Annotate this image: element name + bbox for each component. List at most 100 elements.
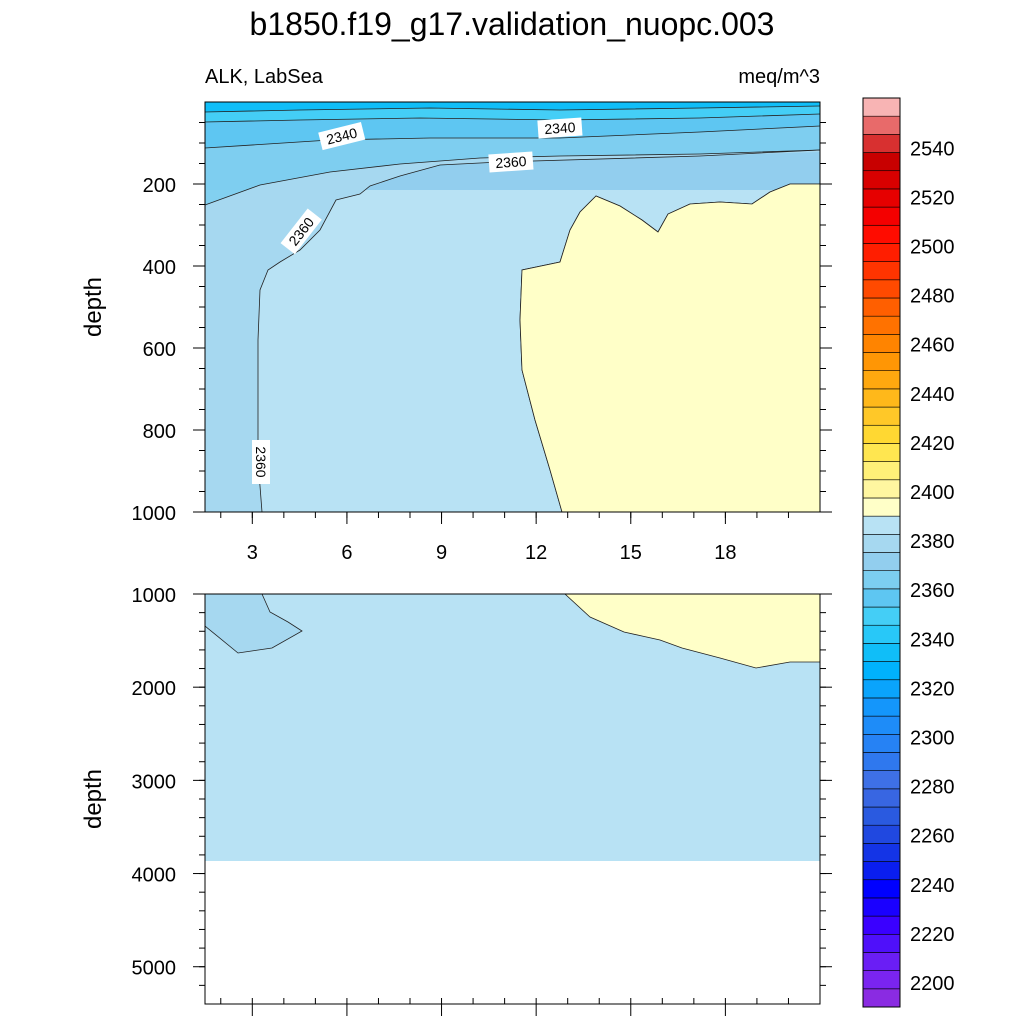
fill-band-2310 [205,102,820,112]
colorbar-swatch [862,970,901,990]
colorbar-swatch [862,315,901,335]
colorbar-tick-label: 2440 [910,384,955,406]
colorbar-tick-label: 2540 [910,138,955,160]
contour-label-4: 2360 [280,208,322,255]
colorbar-tick-label: 2360 [910,580,955,602]
colorbar-swatch [862,715,901,735]
bottom-y-tick-label: 1000 [132,585,177,607]
colorbar-tick-label: 2280 [910,777,955,799]
fill-band-2370 [519,183,821,513]
colorbar-swatch [862,534,901,553]
colorbar-swatch [862,570,901,590]
colorbar-tick-label: 2320 [910,678,955,700]
bottom-y-tick-label: 2000 [132,678,177,700]
colorbar-tick-label: 2500 [910,237,955,259]
colorbar-swatch [862,497,901,517]
top-y-tick-label: 1000 [132,503,177,525]
contour-lines-top [204,105,821,513]
colorbar-tick-label: 2420 [910,433,955,455]
colorbar-swatch [862,897,901,917]
bottom-y-tick-label: 5000 [132,958,177,980]
colorbar-swatch [862,388,901,408]
colorbar-swatch [862,679,901,699]
colorbar-swatch [862,915,901,935]
colorbar-swatch [862,206,901,226]
contour-labels-top: 2340 2340 2360 2360 2360 [252,117,583,484]
colorbar-swatch [862,933,901,953]
colorbar-tick-label: 2220 [910,924,955,946]
colorbar-swatch [862,624,901,644]
svg-text:2360: 2360 [253,446,269,477]
colorbar-tick-label: 2520 [910,187,955,209]
colorbar-tick-label: 2400 [910,482,955,504]
colorbar: 2200 2220 2240 2260 2280 2300 2320 2340 2360 2380… [862,97,955,1008]
colorbar-swatch [862,643,901,662]
colorbar-swatch [862,406,901,426]
colorbar-swatch [862,115,901,135]
top-y-tick-label: 400 [143,257,176,279]
colorbar-swatch [862,879,901,899]
chart-subtitle-left: ALK, LabSea [205,66,324,88]
colorbar-swatch [862,843,901,862]
top-x-tick-label: 12 [525,542,547,564]
svg-text:2360: 2360 [495,153,527,171]
colorbar-swatch [862,243,901,262]
bottom-y-tick-label: 3000 [132,771,177,793]
contour-label-3: 2360 [488,151,534,173]
colorbar-swatch [862,697,901,717]
top-y-tick-label: 800 [143,421,176,443]
colorbar-swatch [862,97,901,117]
colorbar-tick-label: 2240 [910,875,955,897]
bottom-y-tick-label: 4000 [132,865,177,887]
colorbar-tick-label: 2300 [910,728,955,750]
colorbar-swatch [862,479,901,499]
colorbar-swatch [862,515,901,535]
svg-text:2340: 2340 [325,124,359,147]
fill-band-2350-left [205,150,820,512]
colorbar-frame [862,97,901,1008]
colorbar-swatch [862,824,901,844]
colorbar-swatch [862,261,901,281]
colorbar-swatch [862,806,901,826]
colorbar-swatch [862,606,901,626]
colorbar-swatch [862,952,901,971]
panel-top-ylabel: depth [80,277,107,337]
colorbar-swatch [862,861,901,881]
colorbar-tick-label: 2200 [910,973,955,995]
colorbar-swatch [862,552,901,571]
colorbar-swatch [862,443,901,462]
colorbar-swatch [862,170,901,190]
contour-label-2: 2340 [537,117,583,139]
panel-bottom-ylabel: depth [80,769,107,829]
panel-top: 2340 2340 2360 2360 2360 depth 200 400 600… [80,101,832,564]
fill-band-2360-bottom-left [204,593,303,654]
colorbar-swatch [862,279,901,299]
colorbar-swatch [862,188,901,208]
colorbar-swatch [862,424,901,444]
colorbar-swatch [862,788,901,808]
top-x-tick-label: 6 [341,542,352,564]
colorbar-tick-label: 2480 [910,286,955,308]
colorbar-swatch [862,588,901,608]
colorbar-swatch [862,370,901,390]
colorbar-swatch [862,661,901,681]
colorbar-swatch [862,134,901,153]
top-x-tick-label: 18 [714,542,736,564]
top-x-tick-label: 3 [247,542,258,564]
chart-subtitle-right: meq/m^3 [738,66,820,88]
colorbar-swatch [862,733,901,753]
colorbar-swatch [862,152,901,172]
colorbar-swatch [862,334,901,353]
colorbar-swatch [862,988,901,1008]
colorbar-tick-label: 2340 [910,629,955,651]
contour-label-1: 2340 [318,121,366,151]
colorbar-swatch [862,224,901,244]
top-y-tick-label: 200 [143,175,176,197]
contour-label-5: 2360 [252,440,270,484]
colorbar-swatch [862,770,901,790]
panel-bottom: depth 1000 2000 3000 4000 5000 [80,585,832,1016]
colorbar-tick-label: 2460 [910,335,955,357]
colorbar-swatch [862,297,901,317]
colorbar-tick-label: 2380 [910,531,955,553]
